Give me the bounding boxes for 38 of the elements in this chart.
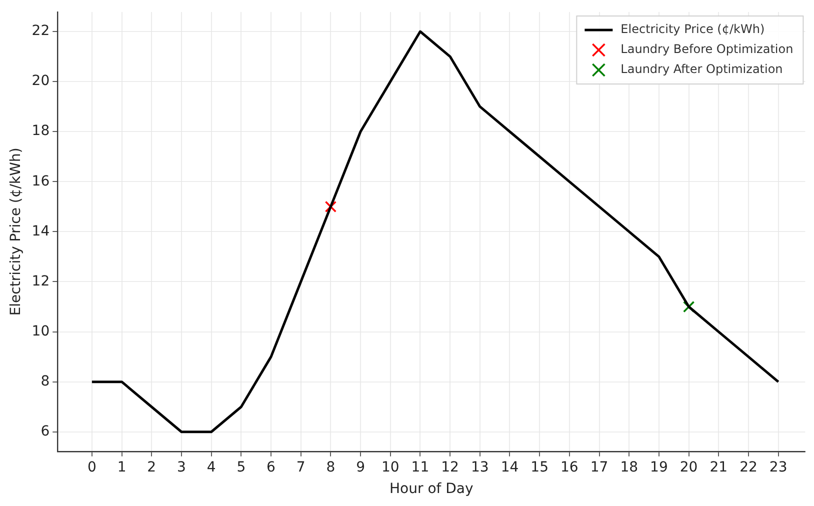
x-tick-label: 18 (620, 459, 638, 476)
y-tick-label: 16 (32, 173, 50, 190)
x-tick-label: 1 (117, 459, 126, 476)
x-tick-label: 12 (441, 459, 459, 476)
x-axis-title: Hour of Day (390, 481, 474, 498)
y-tick-label: 12 (32, 273, 50, 290)
y-tick-label: 6 (40, 424, 50, 440)
y-tick-label: 22 (32, 23, 50, 40)
x-tick-label: 21 (710, 459, 728, 476)
x-tick-label: 14 (500, 459, 519, 476)
x-tick-label: 17 (590, 459, 608, 476)
x-tick-label: 0 (87, 459, 96, 476)
x-tick-label: 6 (266, 459, 276, 476)
x-tick-label: 15 (530, 459, 549, 476)
x-tick-label: 3 (177, 459, 186, 476)
x-tick-label: 19 (650, 459, 668, 476)
x-tick-label: 20 (680, 459, 698, 476)
legend-label: Laundry Before Optimization (620, 42, 794, 56)
legend-label: Electricity Price (¢/kWh) (620, 22, 765, 36)
y-tick-label: 20 (32, 73, 50, 90)
y-tick-label: 14 (32, 223, 50, 240)
y-tick-label: 10 (32, 323, 50, 340)
x-tick-label: 9 (356, 459, 365, 476)
legend-label: Laundry After Optimization (620, 62, 783, 76)
y-tick-label: 8 (40, 373, 50, 390)
x-tick-label: 11 (411, 459, 430, 476)
x-tick-label: 2 (147, 459, 156, 476)
x-tick-label: 10 (381, 459, 400, 476)
x-tick-label: 4 (206, 459, 216, 476)
x-tick-label: 16 (560, 459, 578, 476)
y-axis-title: Electricity Price (¢/kWh) (8, 148, 24, 316)
x-tick-label: 13 (470, 459, 489, 476)
y-tick-label: 18 (32, 123, 50, 140)
x-tick-label: 5 (236, 459, 246, 476)
x-tick-label: 7 (296, 459, 306, 476)
x-tick-label: 23 (769, 459, 788, 476)
x-tick-label: 22 (740, 459, 758, 476)
x-tick-label: 8 (326, 459, 336, 476)
